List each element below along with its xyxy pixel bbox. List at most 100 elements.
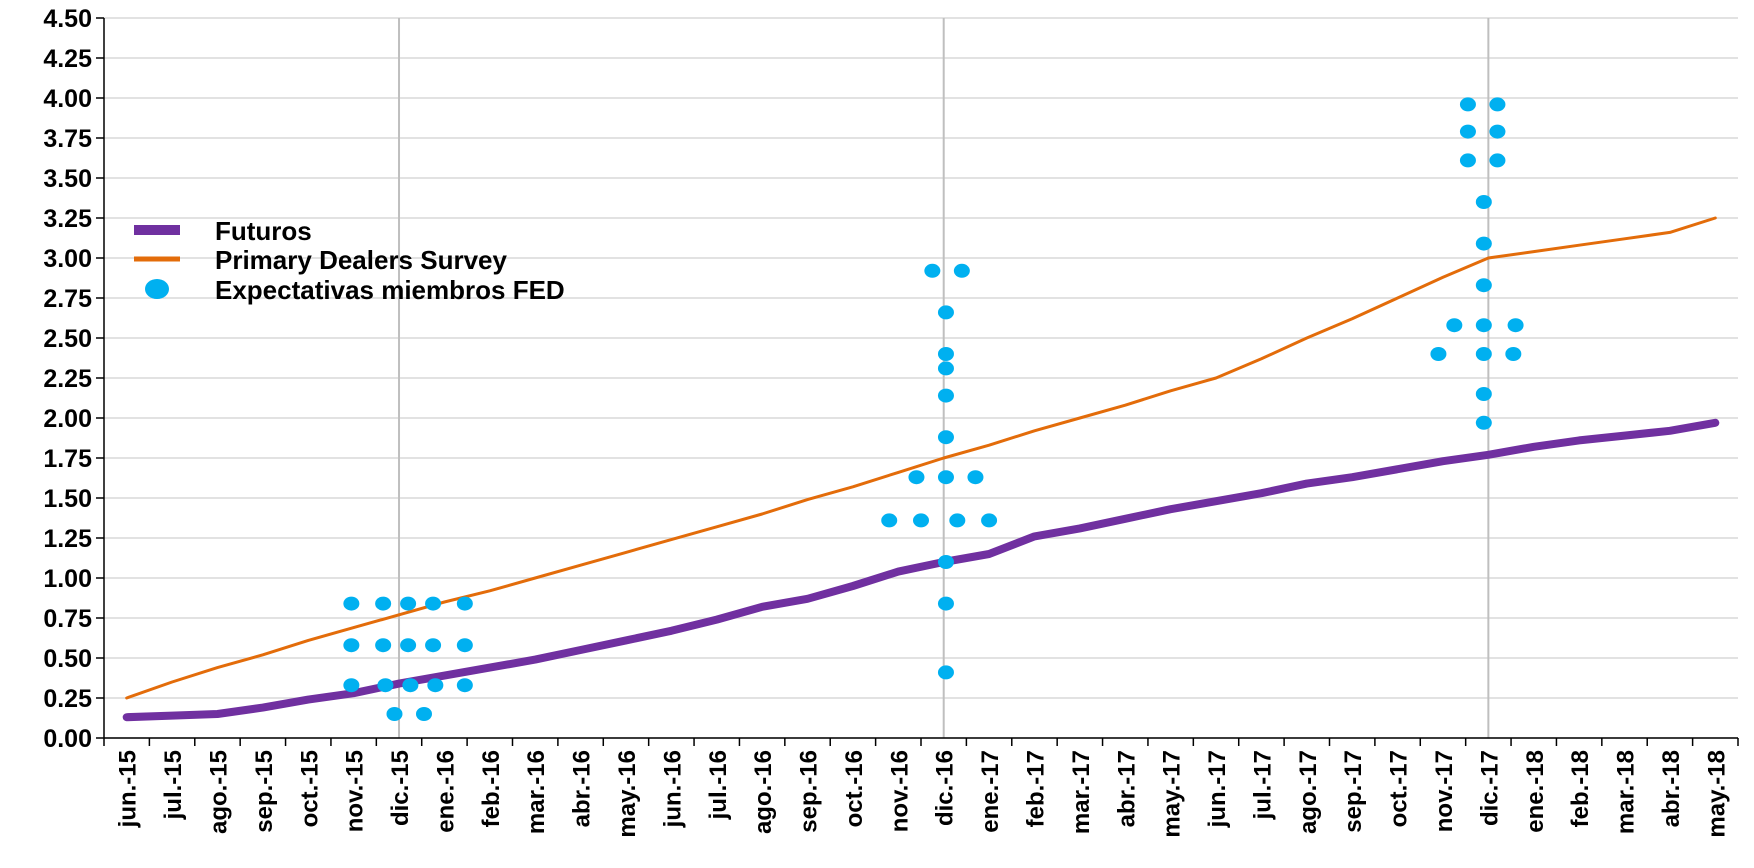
x-tick-label: abr.-18 bbox=[1658, 750, 1685, 827]
fed-dot bbox=[937, 361, 954, 376]
y-tick-label: 4.25 bbox=[43, 45, 92, 73]
x-tick-label: abr.-16 bbox=[569, 750, 596, 827]
fed-dot bbox=[1489, 97, 1506, 112]
x-tick-label: feb.-18 bbox=[1567, 750, 1594, 827]
y-tick-label: 0.50 bbox=[43, 645, 92, 673]
fed-dot bbox=[377, 678, 394, 693]
x-tick-label: abr.-17 bbox=[1113, 750, 1140, 827]
fed-dot bbox=[1459, 97, 1476, 112]
x-tick-label: sep.-15 bbox=[251, 750, 278, 833]
x-tick-label: jun.-17 bbox=[1204, 750, 1231, 828]
fed-dot bbox=[1507, 318, 1524, 333]
x-tick-label: nov.-15 bbox=[342, 750, 369, 832]
fed-dot bbox=[400, 596, 417, 611]
fed-dot bbox=[1475, 415, 1492, 430]
fed-dot bbox=[427, 678, 444, 693]
x-tick-label: may.-17 bbox=[1159, 750, 1186, 838]
fed-dot bbox=[1459, 153, 1476, 168]
x-tick-label: ene.-18 bbox=[1522, 750, 1549, 833]
y-tick-label: 4.50 bbox=[43, 5, 92, 33]
fed-dot bbox=[375, 638, 392, 653]
fed-dot bbox=[967, 470, 984, 485]
y-tick-label: 0.25 bbox=[43, 685, 92, 713]
fed-dot bbox=[415, 707, 432, 721]
fed-dot bbox=[1489, 124, 1506, 139]
axis-layer: 0.00 0.25 0.50 0.75 1.00 1.25 1.50 1.75 2.00 2.25… bbox=[43, 5, 1739, 838]
legend-swatch-expectativas-fed bbox=[145, 279, 169, 299]
x-tick-label: jul.-17 bbox=[1249, 750, 1276, 820]
x-tick-label: ene.-16 bbox=[432, 750, 459, 833]
series-line-primary-dealers-survey bbox=[125, 216, 1717, 700]
x-tick-label: sep.-16 bbox=[796, 750, 823, 833]
fed-dot bbox=[913, 513, 929, 528]
x-tick-label: may.-18 bbox=[1703, 750, 1730, 838]
fed-dot bbox=[953, 263, 970, 278]
fed-dot bbox=[937, 305, 954, 320]
fed-dot bbox=[1475, 195, 1492, 209]
legend: Futuros Primary Dealers Survey Expectati… bbox=[134, 216, 565, 305]
x-tick-label: dic.-17 bbox=[1476, 750, 1503, 826]
y-tick-label: 2.00 bbox=[43, 405, 92, 433]
x-tick-label: ago.-16 bbox=[750, 750, 777, 834]
x-tick-label: feb.-16 bbox=[478, 750, 505, 827]
y-tick-label: 2.75 bbox=[43, 285, 92, 313]
fed-dot bbox=[937, 555, 954, 569]
fed-dot bbox=[924, 263, 941, 278]
fed-dot bbox=[937, 347, 954, 361]
series-line-futuros bbox=[122, 418, 1720, 722]
y-tick-label: 3.75 bbox=[43, 125, 92, 153]
grid-layer bbox=[104, 17, 1738, 739]
fed-dot bbox=[1505, 347, 1522, 361]
fed-dot bbox=[1475, 387, 1492, 401]
y-tick-label: 4.00 bbox=[43, 85, 92, 113]
y-tick-label: 1.75 bbox=[43, 445, 92, 473]
x-tick-label: ago.-15 bbox=[205, 750, 232, 834]
x-tick-label: dic.-15 bbox=[387, 750, 414, 826]
x-tick-label: nov.-16 bbox=[886, 750, 913, 832]
y-tick-label: 1.50 bbox=[43, 485, 92, 513]
fed-dot bbox=[1475, 278, 1492, 293]
fed-dot bbox=[1475, 318, 1492, 333]
fed-dot bbox=[375, 596, 392, 611]
x-tick-label: may.-16 bbox=[614, 750, 641, 838]
fed-dot bbox=[343, 678, 360, 693]
x-tick-label: nov.-17 bbox=[1431, 750, 1458, 832]
x-tick-label: mar.-18 bbox=[1613, 750, 1640, 834]
y-tick-label: 3.25 bbox=[43, 205, 92, 233]
fed-dot bbox=[881, 513, 898, 528]
fed-dot bbox=[937, 596, 954, 611]
y-tick-label: 3.50 bbox=[43, 165, 92, 193]
fed-dot bbox=[402, 678, 419, 693]
y-tick-label: 1.25 bbox=[43, 525, 92, 553]
x-tick-label: jun.-16 bbox=[659, 750, 686, 828]
fed-dot bbox=[425, 638, 442, 653]
fed-dot bbox=[1446, 318, 1463, 333]
fed-dot bbox=[1430, 347, 1447, 361]
series-layer bbox=[122, 97, 1720, 722]
x-tick-label: jul.-15 bbox=[160, 750, 187, 820]
x-tick-label: jun.-15 bbox=[115, 750, 142, 828]
fed-dot bbox=[937, 665, 954, 680]
y-tick-label: 0.75 bbox=[43, 605, 92, 633]
fed-dot bbox=[386, 707, 403, 721]
fed-dot bbox=[400, 638, 417, 653]
fed-dot bbox=[456, 678, 473, 693]
fed-dot bbox=[343, 638, 360, 653]
x-tick-label: ago.-17 bbox=[1295, 750, 1322, 834]
y-tick-label: 3.00 bbox=[43, 245, 92, 273]
legend-label-expectativas-fed: Expectativas miembros FED bbox=[215, 275, 565, 305]
x-tick-label: sep.-17 bbox=[1340, 750, 1367, 833]
fed-dot bbox=[1475, 347, 1492, 361]
fed-dot bbox=[908, 470, 925, 485]
fed-dot bbox=[1459, 124, 1476, 139]
fed-dot bbox=[937, 388, 954, 403]
legend-label-futuros: Futuros bbox=[215, 216, 312, 246]
x-tick-label: mar.-16 bbox=[523, 750, 550, 834]
fed-dot bbox=[1489, 153, 1506, 168]
fed-dot bbox=[456, 596, 473, 611]
y-tick-label: 1.00 bbox=[43, 565, 92, 593]
y-tick-label: 0.00 bbox=[43, 725, 92, 753]
y-tick-label: 2.25 bbox=[43, 365, 92, 393]
